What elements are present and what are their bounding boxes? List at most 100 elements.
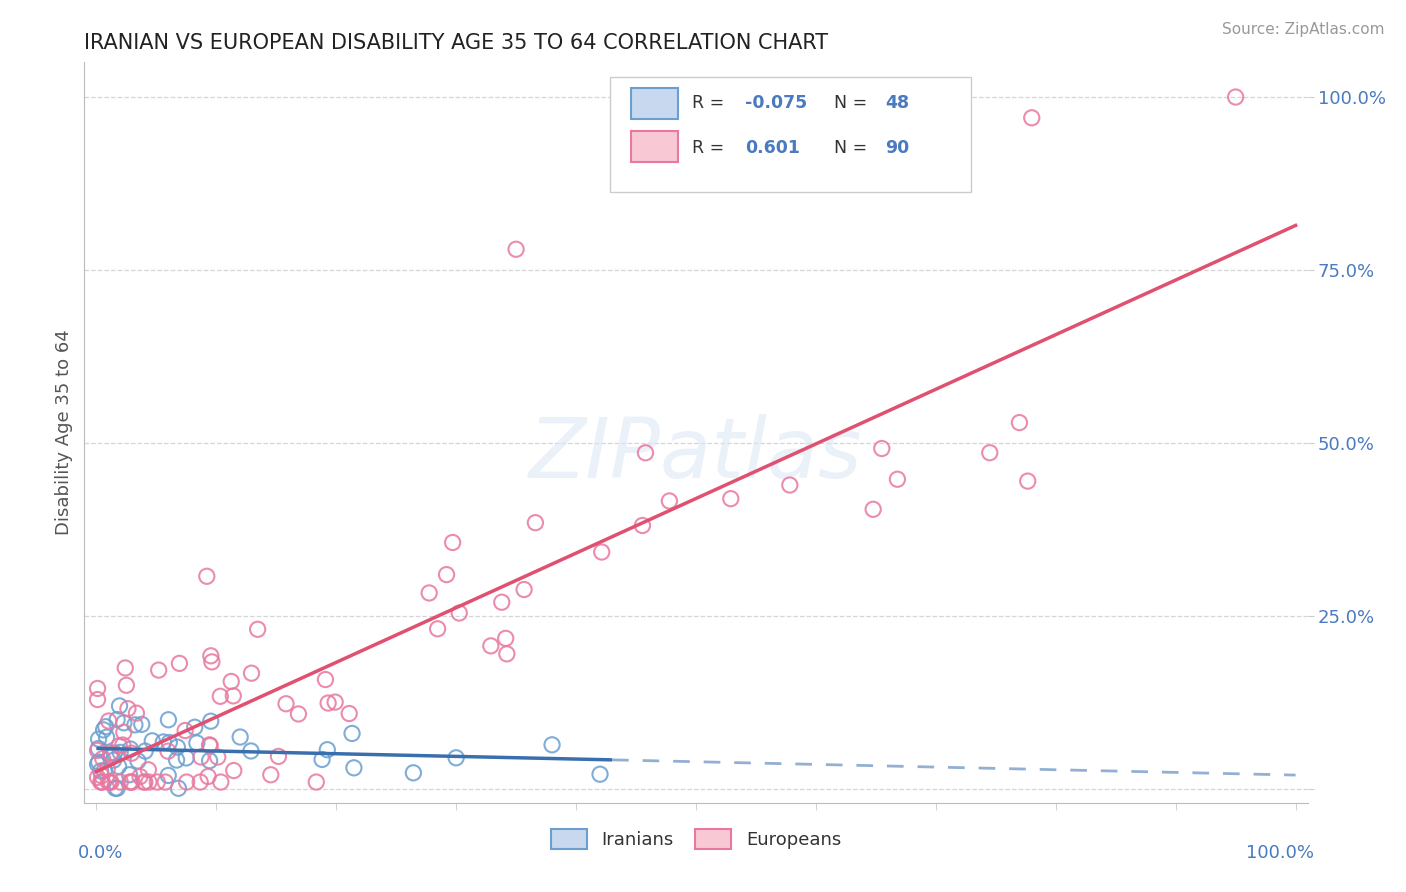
- FancyBboxPatch shape: [610, 78, 972, 192]
- Point: [131, 717, 153, 731]
- Point: [120, 775, 142, 789]
- Point: [98, 775, 121, 789]
- Point: [496, 647, 519, 661]
- Point: [124, 718, 146, 732]
- Point: [155, 775, 177, 789]
- Point: [240, 666, 263, 681]
- Point: [449, 606, 471, 620]
- Point: [184, 720, 207, 734]
- Point: [108, 745, 131, 759]
- Point: [274, 697, 297, 711]
- Point: [979, 446, 1001, 460]
- Text: 0.601: 0.601: [745, 138, 800, 157]
- Point: [90, 775, 112, 789]
- Point: [91, 775, 114, 789]
- Point: [323, 695, 346, 709]
- Point: [87, 732, 110, 747]
- Point: [86, 681, 108, 696]
- Point: [108, 698, 131, 713]
- Point: [287, 706, 309, 721]
- Point: [90, 769, 112, 783]
- Point: [148, 663, 170, 677]
- Point: [239, 744, 262, 758]
- Point: [495, 632, 517, 646]
- Point: [591, 545, 613, 559]
- Point: [246, 622, 269, 636]
- Point: [658, 494, 681, 508]
- Point: [86, 692, 108, 706]
- Bar: [631, 130, 678, 162]
- Point: [229, 730, 252, 744]
- Point: [316, 742, 339, 756]
- Point: [479, 639, 502, 653]
- Point: [209, 690, 232, 704]
- Point: [188, 775, 211, 789]
- Point: [110, 775, 132, 789]
- Text: 90: 90: [886, 138, 910, 157]
- Point: [100, 750, 122, 764]
- Point: [870, 442, 893, 456]
- Point: [316, 696, 339, 710]
- Point: [524, 516, 547, 530]
- Point: [117, 701, 139, 715]
- Point: [114, 661, 136, 675]
- Text: 0.0%: 0.0%: [79, 844, 124, 862]
- Point: [141, 734, 163, 748]
- Text: R =: R =: [692, 95, 724, 112]
- Point: [112, 715, 135, 730]
- Point: [103, 746, 125, 760]
- Point: [343, 761, 366, 775]
- Point: [97, 775, 120, 789]
- Point: [157, 713, 180, 727]
- Point: [134, 744, 156, 758]
- Point: [86, 770, 108, 784]
- Point: [444, 751, 467, 765]
- Point: [105, 781, 128, 796]
- Point: [1021, 111, 1043, 125]
- Point: [87, 755, 110, 769]
- Point: [152, 735, 174, 749]
- Point: [222, 764, 245, 778]
- Point: [207, 750, 229, 764]
- Point: [96, 762, 118, 776]
- Point: [90, 764, 112, 778]
- Point: [1225, 90, 1247, 104]
- Point: [104, 781, 127, 796]
- Point: [176, 775, 198, 789]
- Point: [267, 749, 290, 764]
- Y-axis label: Disability Age 35 to 64: Disability Age 35 to 64: [55, 330, 73, 535]
- Point: [118, 768, 141, 782]
- Text: R =: R =: [692, 138, 724, 157]
- Text: IRANIAN VS EUROPEAN DISABILITY AGE 35 TO 64 CORRELATION CHART: IRANIAN VS EUROPEAN DISABILITY AGE 35 TO…: [84, 32, 828, 53]
- Point: [174, 723, 197, 738]
- Point: [505, 242, 527, 256]
- Point: [138, 775, 160, 789]
- Point: [86, 743, 108, 757]
- Point: [107, 759, 129, 773]
- Point: [219, 674, 242, 689]
- Point: [93, 764, 115, 778]
- Point: [200, 739, 222, 753]
- Point: [198, 754, 221, 768]
- Point: [541, 738, 564, 752]
- Text: N =: N =: [834, 138, 868, 157]
- Point: [94, 720, 117, 734]
- Point: [201, 655, 224, 669]
- Point: [589, 767, 612, 781]
- Point: [169, 657, 191, 671]
- Point: [97, 714, 120, 728]
- Point: [100, 775, 122, 789]
- Point: [157, 768, 180, 782]
- Text: 48: 48: [886, 95, 910, 112]
- Point: [129, 770, 152, 784]
- Point: [340, 726, 363, 740]
- Point: [96, 731, 118, 745]
- Point: [108, 739, 131, 753]
- Point: [198, 738, 221, 752]
- Point: [174, 751, 197, 765]
- Point: [146, 775, 169, 789]
- Point: [634, 446, 657, 460]
- Point: [121, 746, 143, 760]
- Point: [426, 622, 449, 636]
- Point: [720, 491, 742, 506]
